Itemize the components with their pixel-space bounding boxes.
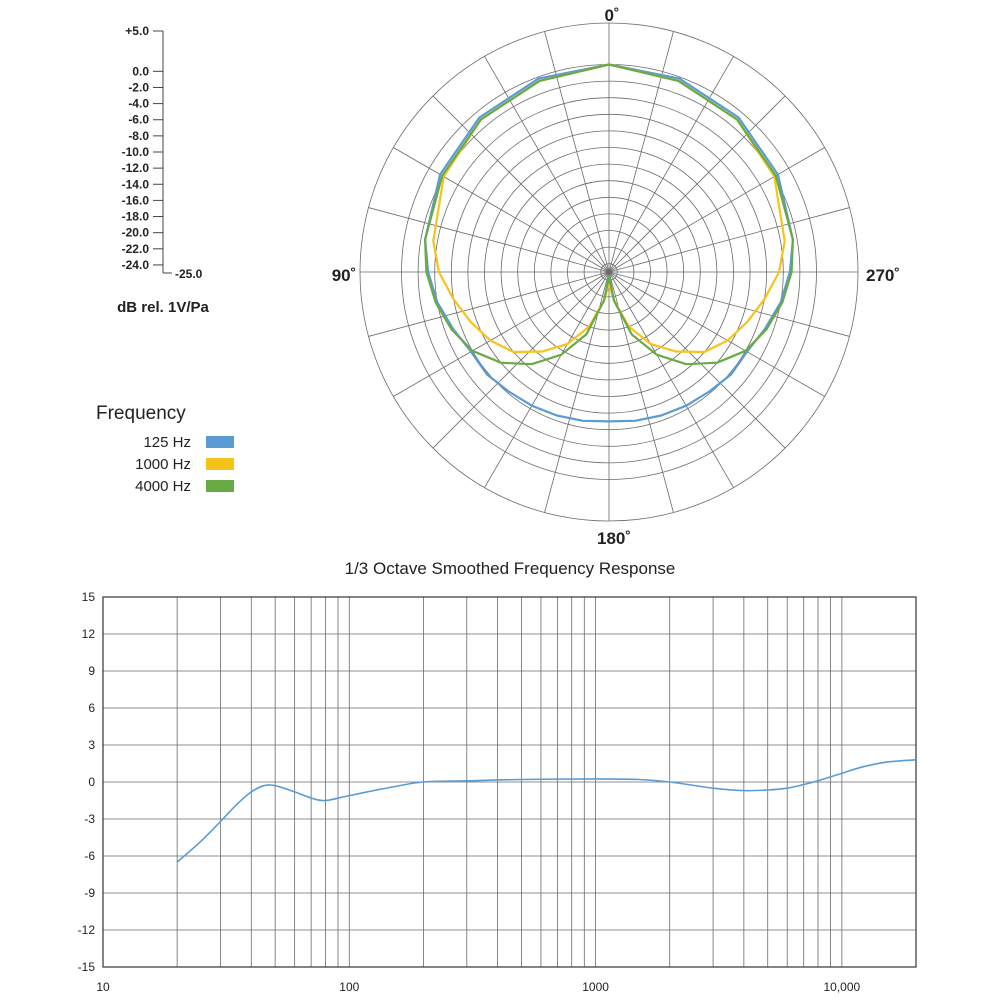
fr-y-tick-label: 3 [88, 738, 95, 752]
fr-x-tick-label: 1000 [582, 980, 609, 994]
fr-y-tick-label: -6 [84, 849, 95, 863]
polar-grid-spoke [608, 271, 850, 337]
scale-tick-label: -14.0 [122, 177, 150, 191]
polar-grid-spoke [608, 271, 825, 397]
scale-tick-label: -24.0 [122, 258, 150, 272]
fr-y-tick-label: 9 [88, 664, 95, 678]
legend-item-label: 4000 Hz [135, 478, 191, 495]
polar-grid-spoke [608, 147, 825, 273]
fr-y-tick-label: 0 [88, 775, 95, 789]
polar-chart: 0˚ 90˚ 180˚ 270˚ [332, 6, 900, 548]
polar-grid-spoke [393, 271, 610, 397]
fr-y-tick-label: 12 [82, 627, 96, 641]
angle-label-0: 0˚ [604, 6, 619, 25]
polar-grid-spoke [432, 95, 610, 273]
scale-tick-label: -22.0 [122, 242, 150, 256]
legend-swatch [206, 458, 234, 470]
polar-grid-spoke [608, 271, 734, 488]
fr-y-tick-label: -12 [78, 923, 96, 937]
scale-bottom-label: -25.0 [175, 267, 203, 281]
scale-tick-label: -4.0 [128, 97, 149, 111]
polar-grid-spoke [368, 207, 610, 273]
legend-swatch [206, 480, 234, 492]
polar-series-line [424, 63, 794, 366]
legend: Frequency 125 Hz 1000 Hz 4000 Hz [96, 403, 234, 495]
polar-grid-spoke [608, 95, 786, 273]
fr-y-tick-label: 6 [88, 701, 95, 715]
fr-y-tick-label: -3 [84, 812, 95, 826]
fr-x-tick-label: 100 [339, 980, 359, 994]
scale-tick-label: 0.0 [132, 64, 149, 78]
legend-title: Frequency [96, 403, 186, 424]
polar-grid-spoke [544, 31, 610, 273]
scale-tick-label: -6.0 [128, 113, 149, 127]
scale-tick-label: +5.0 [125, 24, 149, 38]
scale-tick-label: -18.0 [122, 210, 150, 224]
scale-tick-label: -8.0 [128, 129, 149, 143]
angle-label-270: 270˚ [866, 266, 900, 285]
fr-x-tick-label: 10,000 [824, 980, 861, 994]
polar-grid-spoke [608, 271, 786, 449]
fr-series-line [176, 759, 917, 863]
fr-y-tick-label: -9 [84, 886, 95, 900]
polar-grid-spoke [608, 31, 674, 273]
polar-grid-spoke [432, 271, 610, 449]
frequency-response-chart: 1/3 Octave Smoothed Frequency Response 1… [78, 559, 917, 994]
fr-frame [102, 596, 917, 968]
polar-grid-spoke [608, 207, 850, 273]
scale-tick-label: -10.0 [122, 145, 150, 159]
fr-y-tick-label: -15 [78, 960, 96, 974]
scale-unit-label: dB rel. 1V/Pa [117, 299, 209, 316]
polar-db-scale: -25.0 dB rel. 1V/Pa +5.0 0.0 -2.0 -4.0 -6.0 -… [117, 24, 209, 316]
scale-tick-label: -16.0 [122, 193, 150, 207]
polar-grid-spoke [484, 271, 610, 488]
polar-grid-spoke [368, 271, 610, 337]
fr-series-group [176, 759, 917, 863]
polar-series-line [432, 63, 786, 354]
polar-grid-spoke [484, 56, 610, 273]
polar-grid-spoke [608, 56, 734, 273]
angle-label-180: 180˚ [597, 529, 631, 548]
polar-series-group [424, 63, 794, 423]
legend-item-label: 125 Hz [143, 434, 191, 451]
scale-tick-label: -2.0 [128, 80, 149, 94]
scale-tick-label: -12.0 [122, 161, 150, 175]
legend-item-label: 1000 Hz [135, 456, 191, 473]
fr-x-tick-label: 10 [96, 980, 110, 994]
scale-tick-label: -20.0 [122, 226, 150, 240]
polar-series-line [424, 63, 794, 423]
angle-label-90: 90˚ [332, 266, 357, 285]
polar-grid-spoke [393, 147, 610, 273]
fr-chart-title: 1/3 Octave Smoothed Frequency Response [345, 559, 676, 578]
legend-swatch [206, 436, 234, 448]
polar-grid [359, 22, 859, 522]
fr-y-tick-label: 15 [82, 590, 96, 604]
